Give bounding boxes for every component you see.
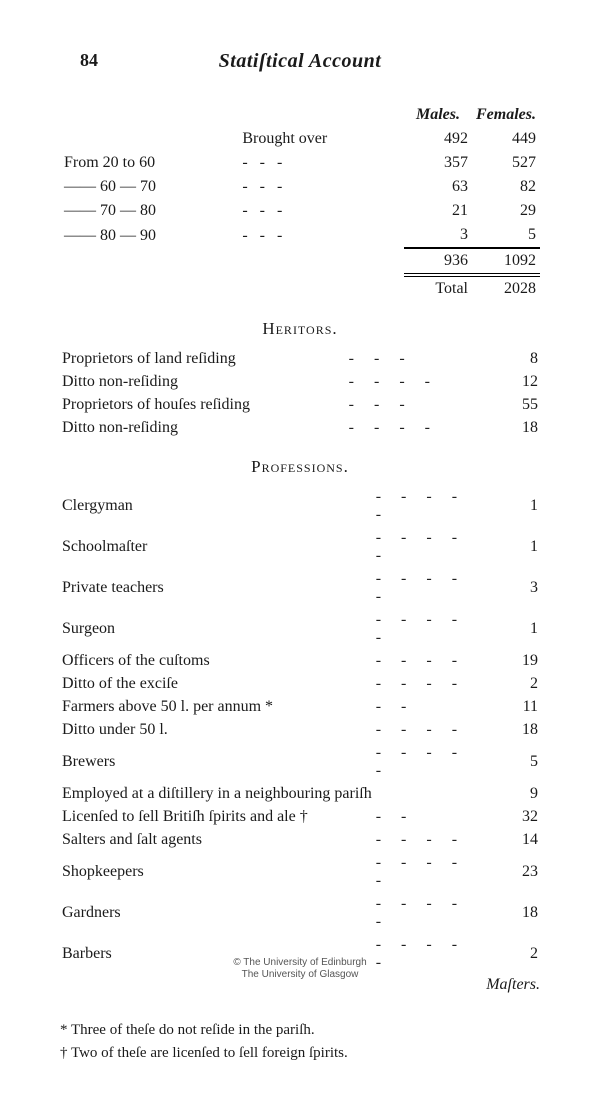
age-cell: 21: [404, 199, 472, 223]
age-cell: 492: [404, 127, 472, 151]
table-row: Licenſed to ſell Britiſh ſpirits and ale…: [60, 805, 540, 828]
total-value: 2028: [472, 275, 540, 301]
table-row: Surgeon- - - - -1: [60, 608, 540, 649]
page-number: 84: [80, 50, 98, 71]
age-cell: 82: [472, 175, 540, 199]
footnote-b: † Two of theſe are licenſed to ſell fore…: [60, 1045, 540, 1062]
col-males: Males.: [404, 103, 472, 127]
table-row: Employed at a diſtillery in a neighbouri…: [60, 782, 540, 805]
table-row: Ditto non-reſiding- - - -18: [60, 416, 540, 439]
age-cell: 449: [472, 127, 540, 151]
table-row: Ditto under 50 l.- - - -18: [60, 718, 540, 741]
heritors-table: Proprietors of land reſiding- - -8 Ditto…: [60, 347, 540, 439]
footnotes: * Three of theſe do not reſide in the pa…: [60, 1022, 540, 1062]
footnote-a: * Three of theſe do not reſide in the pa…: [60, 1022, 540, 1039]
age-row-label: From 20 to 60: [60, 151, 238, 175]
heritors-heading: Heritors.: [60, 319, 540, 339]
table-row: Farmers above 50 l. per annum *- -11: [60, 695, 540, 718]
table-row: Schoolmaſter- - - - -1: [60, 526, 540, 567]
age-cell: 29: [472, 199, 540, 223]
brought-over-label: Brought over: [238, 127, 404, 151]
col-females: Females.: [472, 103, 540, 127]
copyright-line2: The University of Glasgow: [0, 969, 600, 981]
age-row-label: —— 80 — 90: [60, 223, 238, 248]
professions-heading: Professions.: [60, 457, 540, 477]
professions-table: Clergyman- - - - -1 Schoolmaſter- - - - …: [60, 485, 540, 974]
total-label: Total: [404, 275, 472, 301]
page-content: 84 Statiſtical Account Males. Females. B…: [0, 0, 600, 1108]
sum-males: 936: [404, 248, 472, 275]
copyright-line1: © The University of Edinburgh: [0, 957, 600, 969]
table-row: Proprietors of land reſiding- - -8: [60, 347, 540, 370]
age-cell: 63: [404, 175, 472, 199]
sum-females: 1092: [472, 248, 540, 275]
table-row: Gardners- - - - -18: [60, 892, 540, 933]
table-row: Ditto non-reſiding- - - -12: [60, 370, 540, 393]
page-title: Statiſtical Account: [60, 50, 540, 73]
age-table: Males. Females. Brought over 492 449 Fro…: [60, 103, 540, 301]
copyright: © The University of Edinburgh The Univer…: [0, 957, 600, 981]
age-row-label: —— 70 — 80: [60, 199, 238, 223]
table-row: Private teachers- - - - -3: [60, 567, 540, 608]
table-row: Brewers- - - - -5: [60, 741, 540, 782]
age-cell: 5: [472, 223, 540, 248]
table-row: Shopkeepers- - - - -23: [60, 851, 540, 892]
table-row: Proprietors of houſes reſiding- - -55: [60, 393, 540, 416]
age-cell: 527: [472, 151, 540, 175]
age-cell: 3: [404, 223, 472, 248]
age-cell: 357: [404, 151, 472, 175]
table-row: Officers of the cuſtoms- - - -19: [60, 649, 540, 672]
table-row: Salters and ſalt agents- - - -14: [60, 828, 540, 851]
table-row: Clergyman- - - - -1: [60, 485, 540, 526]
table-row: Ditto of the exciſe- - - -2: [60, 672, 540, 695]
age-row-label: —— 60 — 70: [60, 175, 238, 199]
